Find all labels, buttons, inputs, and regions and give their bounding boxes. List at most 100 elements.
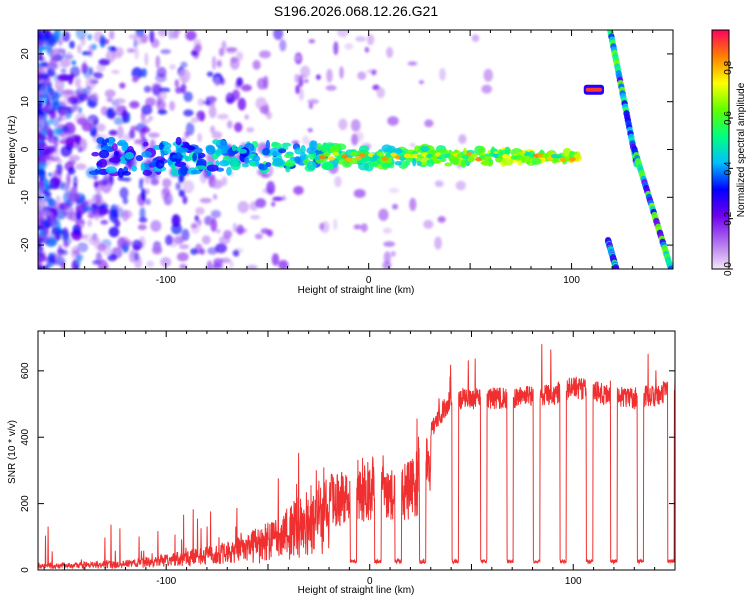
noise-blob — [75, 163, 87, 170]
track-blob — [121, 171, 131, 176]
track-blob — [444, 162, 453, 167]
noise-blob — [252, 59, 261, 70]
noise-blob — [47, 83, 52, 92]
noise-blob — [99, 35, 106, 48]
track-blob — [131, 165, 138, 172]
track-core — [519, 156, 527, 161]
track-blob — [142, 169, 153, 176]
noise-blob — [355, 35, 367, 42]
track-blob — [420, 145, 430, 153]
noise-blob — [439, 68, 446, 81]
noise-blob — [160, 49, 171, 55]
noise-blob — [250, 215, 261, 220]
noise-blob — [213, 258, 223, 266]
track-core — [345, 157, 353, 162]
noise-blob — [190, 248, 199, 255]
noise-blob — [218, 47, 225, 57]
noise-blob — [53, 135, 59, 147]
noise-blob — [140, 188, 146, 202]
track-blob — [241, 163, 249, 168]
spectrogram-ytick-label: 10 — [20, 96, 31, 108]
track-blob — [387, 145, 396, 154]
noise-blob — [133, 32, 145, 45]
noise-blob — [69, 40, 75, 49]
noise-blob — [225, 47, 238, 52]
track-blob — [265, 139, 271, 150]
track-core — [546, 156, 554, 161]
noise-blob — [45, 263, 51, 269]
noise-blob — [88, 67, 94, 76]
track-blob — [111, 142, 118, 152]
track-core — [350, 151, 358, 157]
noise-blob — [201, 235, 211, 245]
noise-blob — [236, 224, 245, 235]
track-blob — [141, 150, 152, 158]
noise-blob — [179, 263, 188, 269]
noise-blob — [60, 67, 67, 74]
track-blob — [135, 154, 144, 162]
spectrogram-tracks — [88, 30, 673, 269]
noise-blob — [145, 97, 156, 107]
noise-blob — [169, 64, 176, 70]
noise-blob — [325, 84, 337, 91]
spectrogram-xtick-label: 0 — [366, 275, 372, 286]
noise-blob — [41, 219, 48, 227]
noise-blob — [111, 69, 120, 74]
noise-blob — [38, 162, 48, 170]
noise-blob — [65, 136, 74, 148]
noise-blob — [206, 71, 214, 77]
noise-blob — [378, 208, 389, 221]
noise-blob — [48, 61, 60, 71]
noise-blob — [326, 68, 333, 83]
noise-blob — [333, 41, 339, 56]
noise-blob — [279, 39, 287, 52]
snr-ytick-label: 0 — [20, 567, 31, 573]
noise-blob — [175, 182, 181, 191]
noise-blob — [38, 204, 47, 216]
noise-blob — [382, 227, 392, 234]
snr-xlabel: Height of straight line (km) — [298, 585, 415, 596]
noise-blob — [221, 40, 227, 50]
track-blob — [278, 148, 287, 154]
noise-blob — [232, 249, 240, 257]
noise-blob — [72, 136, 81, 149]
noise-blob — [163, 192, 173, 206]
track-blob — [255, 160, 260, 167]
colorbar-ticks: 0.0 0.2 0.4 0.6 0.8 — [723, 60, 734, 276]
noise-blob — [157, 30, 168, 37]
noise-blob — [67, 74, 74, 85]
noise-blob — [143, 85, 152, 93]
noise-blob — [171, 31, 179, 39]
noise-blob — [38, 115, 46, 130]
noise-blob — [77, 44, 82, 54]
snr-ylabel: SNR (10 * v/v) — [7, 420, 18, 484]
noise-blob — [109, 46, 117, 53]
noise-blob — [54, 78, 65, 92]
colorbar-tick-label: 0.0 — [723, 262, 734, 276]
noise-blob — [38, 246, 43, 260]
track-blob — [412, 158, 417, 167]
track-blob — [91, 151, 100, 157]
snr-xtick-label: 100 — [565, 576, 582, 587]
noise-blob — [152, 84, 162, 97]
noise-blob — [205, 153, 212, 161]
track-blob — [193, 147, 203, 154]
noise-blob — [178, 244, 190, 250]
track-blob — [108, 157, 121, 163]
noise-blob — [60, 209, 68, 216]
track-blob — [117, 167, 125, 178]
noise-blob — [137, 224, 147, 231]
noise-blob — [39, 86, 46, 97]
noise-blob — [131, 76, 139, 83]
track-blob — [358, 145, 370, 153]
noise-blob — [455, 180, 466, 191]
noise-blob — [91, 43, 97, 51]
track-core — [555, 154, 563, 159]
noise-blob — [59, 99, 71, 107]
noise-blob — [217, 60, 222, 67]
track-blob — [206, 164, 219, 172]
snr-ytick-label: 200 — [20, 495, 31, 512]
noise-blob — [96, 63, 106, 72]
noise-blob — [148, 115, 154, 121]
